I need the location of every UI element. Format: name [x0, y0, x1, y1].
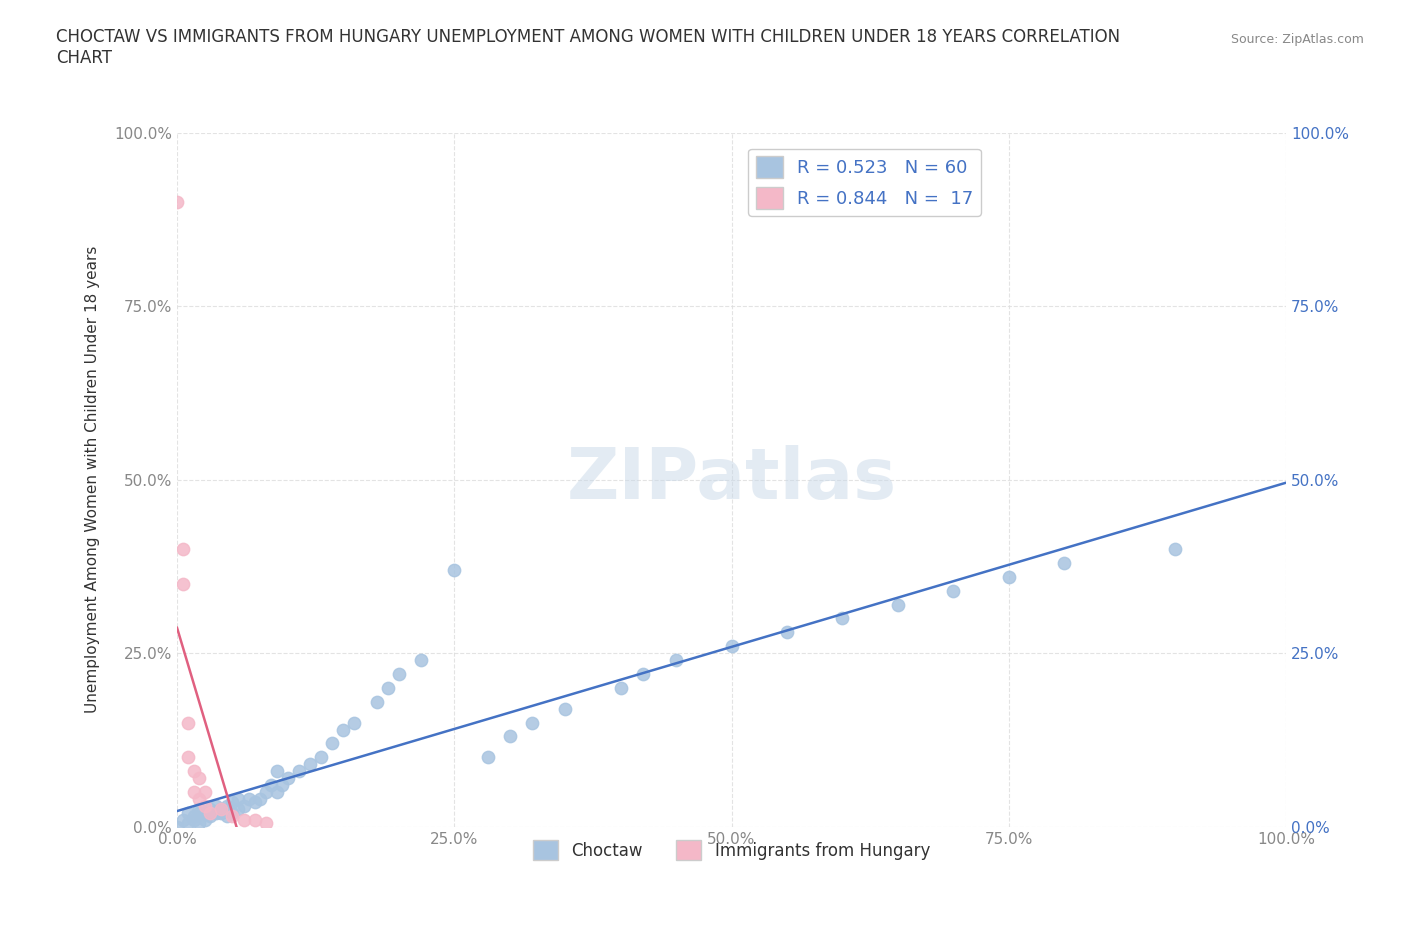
- Point: [194, 812, 217, 827]
- Point: [831, 611, 853, 626]
- Point: [183, 809, 205, 824]
- Point: [172, 812, 194, 827]
- Point: [226, 802, 249, 817]
- Legend: Choctaw, Immigrants from Hungary: Choctaw, Immigrants from Hungary: [526, 833, 936, 867]
- Point: [200, 809, 222, 824]
- Point: [243, 812, 266, 827]
- Point: [166, 819, 188, 834]
- Point: [177, 805, 200, 820]
- Point: [499, 729, 522, 744]
- Point: [254, 816, 277, 830]
- Point: [215, 799, 238, 814]
- Point: [609, 681, 631, 696]
- Point: [200, 805, 222, 820]
- Point: [215, 809, 238, 824]
- Point: [1164, 541, 1187, 556]
- Point: [271, 777, 294, 792]
- Point: [194, 805, 217, 820]
- Point: [443, 563, 465, 578]
- Point: [177, 715, 200, 730]
- Point: [260, 777, 283, 792]
- Point: [887, 597, 910, 612]
- Point: [942, 583, 965, 598]
- Point: [377, 681, 399, 696]
- Point: [172, 541, 194, 556]
- Point: [243, 795, 266, 810]
- Point: [183, 785, 205, 800]
- Point: [188, 771, 211, 786]
- Point: [254, 785, 277, 800]
- Point: [288, 764, 311, 778]
- Point: [221, 795, 243, 810]
- Point: [183, 812, 205, 827]
- Point: [477, 750, 499, 764]
- Point: [249, 791, 271, 806]
- Point: [205, 799, 228, 814]
- Point: [194, 799, 217, 814]
- Text: Source: ZipAtlas.com: Source: ZipAtlas.com: [1230, 33, 1364, 46]
- Point: [554, 701, 576, 716]
- Point: [665, 653, 688, 668]
- Point: [631, 667, 654, 682]
- Point: [188, 802, 211, 817]
- Point: [266, 764, 288, 778]
- Y-axis label: Unemployment Among Women with Children Under 18 years: Unemployment Among Women with Children U…: [86, 246, 100, 713]
- Point: [343, 715, 366, 730]
- Text: CHOCTAW VS IMMIGRANTS FROM HUNGARY UNEMPLOYMENT AMONG WOMEN WITH CHILDREN UNDER : CHOCTAW VS IMMIGRANTS FROM HUNGARY UNEMP…: [56, 28, 1121, 67]
- Point: [209, 802, 232, 817]
- Point: [232, 799, 254, 814]
- Point: [1053, 555, 1076, 570]
- Point: [200, 805, 222, 820]
- Point: [172, 577, 194, 591]
- Point: [309, 750, 332, 764]
- Point: [183, 764, 205, 778]
- Text: ZIPatlas: ZIPatlas: [567, 445, 897, 514]
- Point: [188, 805, 211, 820]
- Point: [226, 791, 249, 806]
- Point: [221, 809, 243, 824]
- Point: [209, 805, 232, 820]
- Point: [776, 625, 799, 640]
- Point: [166, 194, 188, 209]
- Point: [209, 802, 232, 817]
- Point: [200, 802, 222, 817]
- Point: [177, 816, 200, 830]
- Point: [409, 653, 432, 668]
- Point: [266, 785, 288, 800]
- Point: [321, 736, 343, 751]
- Point: [299, 757, 322, 772]
- Point: [188, 791, 211, 806]
- Point: [520, 715, 543, 730]
- Point: [221, 805, 243, 820]
- Point: [366, 695, 388, 710]
- Point: [238, 791, 260, 806]
- Point: [388, 667, 411, 682]
- Point: [332, 722, 354, 737]
- Point: [720, 639, 742, 654]
- Point: [277, 771, 299, 786]
- Point: [997, 569, 1019, 584]
- Point: [232, 812, 254, 827]
- Point: [194, 785, 217, 800]
- Point: [177, 750, 200, 764]
- Point: [188, 816, 211, 830]
- Point: [205, 805, 228, 820]
